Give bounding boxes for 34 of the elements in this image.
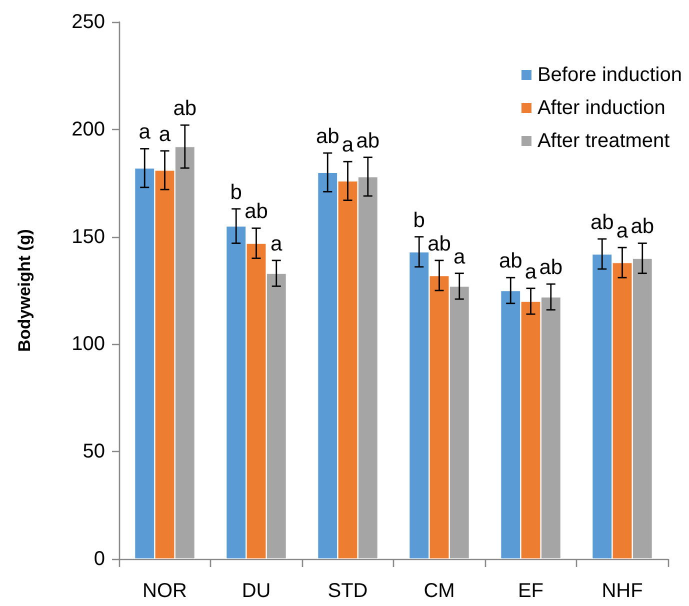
legend-label: After induction xyxy=(537,97,666,119)
legend-label: Before induction xyxy=(537,64,682,86)
x-tick-label: STD xyxy=(328,580,368,602)
data-label: a xyxy=(524,260,537,284)
data-label: a xyxy=(454,245,466,268)
data-label: b xyxy=(413,208,425,232)
x-tick-label: NHF xyxy=(602,580,643,602)
y-tick-label: 100 xyxy=(72,333,105,356)
data-label: ab xyxy=(498,250,522,273)
legend-label: After treatment xyxy=(537,130,670,152)
data-label: ab xyxy=(356,129,380,152)
y-tick-label: 200 xyxy=(72,118,105,140)
x-tick-label: CM xyxy=(424,580,455,602)
y-tick-label: 250 xyxy=(72,11,105,33)
data-label: ab xyxy=(428,232,451,256)
y-tick-label: 0 xyxy=(94,548,105,570)
data-label: ab xyxy=(590,210,614,234)
data-label: a xyxy=(616,220,628,243)
y-axis-title: Bodyweight (g) xyxy=(15,229,34,352)
data-label: a xyxy=(158,122,171,146)
data-label: ab xyxy=(244,200,268,224)
data-label: ab xyxy=(630,215,654,238)
data-label: a xyxy=(342,134,354,157)
data-label: ab xyxy=(539,256,563,280)
data-label: a xyxy=(270,232,283,256)
data-label: a xyxy=(138,120,151,144)
y-tick-label: 50 xyxy=(82,440,105,463)
y-tick-label: 150 xyxy=(72,226,105,248)
x-tick-label: NOR xyxy=(142,580,187,602)
x-tick-label: DU xyxy=(242,580,271,602)
x-tick-label: EF xyxy=(518,580,544,602)
data-label: b xyxy=(230,180,242,204)
data-label: ab xyxy=(173,97,197,120)
data-label: ab xyxy=(316,125,340,148)
